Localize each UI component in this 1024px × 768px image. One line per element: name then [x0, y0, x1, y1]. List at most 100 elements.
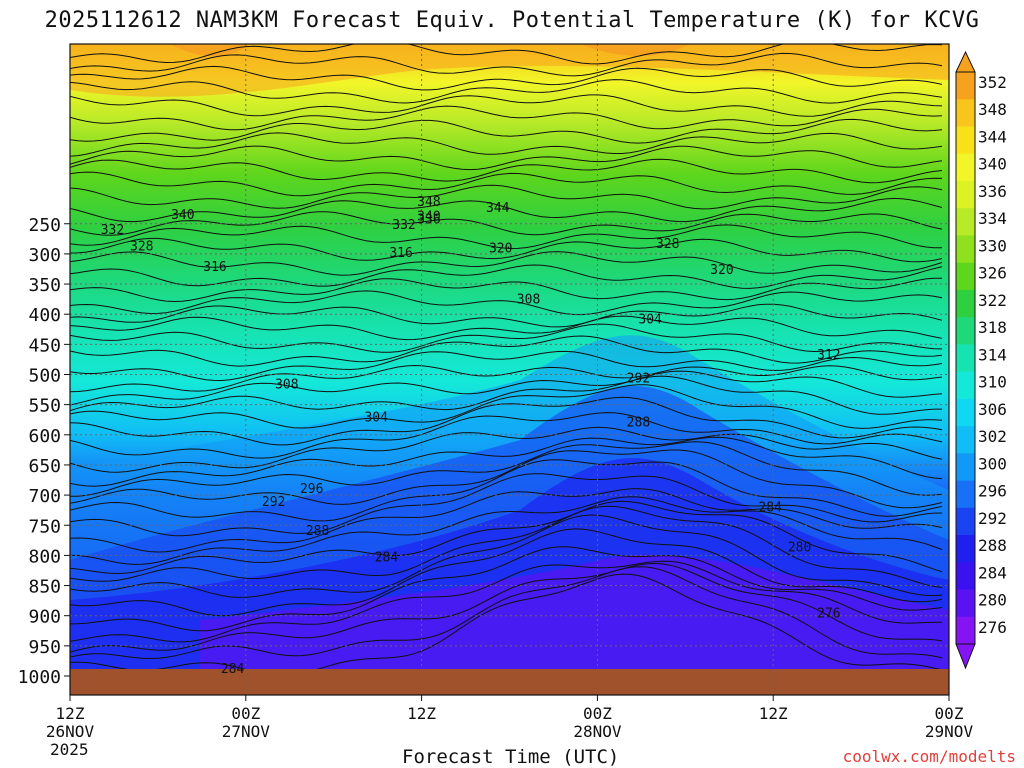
isoline: [70, 396, 943, 446]
x-tick-label: 00Z: [935, 704, 964, 723]
colorbar-label: 334: [978, 209, 1007, 228]
ground-bar: [70, 669, 949, 695]
isoline: [70, 375, 942, 415]
isoline: [70, 335, 943, 367]
colorbar-label: 288: [978, 536, 1007, 555]
colorbar-swatch: [956, 153, 975, 182]
isoline: [70, 79, 943, 104]
isoline: [70, 145, 943, 171]
colorbar-label: 322: [978, 291, 1007, 310]
isoline: [70, 449, 943, 509]
isoline: [70, 496, 943, 565]
colorbar-swatch: [956, 426, 975, 454]
x-tick-date: 29NOV: [925, 722, 974, 741]
colorbar-swatch: [956, 507, 975, 536]
y-tick-label: 850: [28, 577, 61, 598]
isoline: [70, 370, 943, 406]
year-label: 2025: [50, 740, 89, 759]
colorbar-swatch: [956, 371, 975, 400]
y-tick-label: 800: [28, 546, 61, 567]
isoline: [70, 184, 943, 210]
isoline: [70, 412, 943, 459]
chart-title: 2025112612 NAM3KM Forecast Equiv. Potent…: [44, 8, 980, 33]
colorbar-label: 310: [978, 373, 1007, 392]
y-tick-label: 450: [28, 335, 61, 356]
colorbar-label: 318: [978, 318, 1007, 337]
x-tick-label: 12Z: [759, 704, 788, 723]
colorbar-swatch: [956, 235, 975, 264]
isoline: [70, 566, 943, 660]
contour-label: 320: [489, 241, 512, 256]
colorbar-bottom-arrow: [955, 643, 976, 670]
x-tick-date: 28NOV: [573, 722, 622, 741]
colorbar-label: 306: [978, 400, 1007, 419]
contour-label: 316: [203, 260, 226, 275]
isoline: [70, 315, 943, 341]
y-tick-label: 650: [28, 456, 61, 477]
credit-link[interactable]: coolwx.com/modelts: [842, 747, 1016, 766]
colorbar-top-arrow: [955, 50, 976, 73]
colorbar-label: 326: [978, 264, 1007, 283]
contour-label: 292: [262, 495, 285, 510]
x-axis-title: Forecast Time (UTC): [402, 746, 620, 768]
colorbar-swatch: [956, 180, 975, 209]
colorbar-label: 330: [978, 236, 1007, 255]
colorbar-label: 352: [978, 73, 1007, 92]
x-tick-date: 27NOV: [222, 722, 271, 741]
isoline: [70, 459, 943, 522]
isoline: [70, 197, 943, 223]
colorbar-swatch: [956, 589, 975, 618]
isoline: [70, 251, 943, 276]
colorbar-frame: [955, 71, 976, 645]
colorbar-swatch: [956, 535, 975, 563]
colorbar-label: 300: [978, 454, 1007, 473]
colorbar-swatch: [956, 317, 975, 345]
isoline: [70, 384, 943, 429]
y-tick-label: 1000: [18, 667, 61, 688]
contour-label: 284: [375, 551, 399, 566]
contour-label: 288: [306, 524, 329, 539]
contour-label: 284: [759, 501, 783, 516]
contour-label: 304: [638, 312, 662, 327]
contour-label: 328: [130, 239, 153, 254]
isoline: [70, 573, 943, 677]
grid: [70, 44, 949, 695]
isoline: [70, 500, 943, 575]
contour-label: 344: [486, 201, 510, 216]
y-tick-label: 550: [28, 396, 61, 417]
colorbar-label: 340: [978, 155, 1007, 174]
isoline: [70, 132, 943, 157]
colorbar-label: 280: [978, 591, 1007, 610]
contour-label: 332: [392, 218, 415, 233]
colorbar-swatch: [956, 616, 975, 645]
isoline: [70, 441, 943, 497]
contour-label: 340: [171, 208, 194, 223]
colorbar-swatch: [956, 262, 975, 291]
isoline: [70, 514, 943, 598]
isoline: [70, 290, 943, 316]
y-tick-label: 750: [28, 516, 61, 537]
isoline: [70, 546, 943, 632]
contour-label: 348: [417, 195, 440, 210]
colorbar-swatch: [956, 289, 975, 318]
isoline: [70, 105, 943, 131]
isoline: [70, 44, 943, 65]
colorbar-swatch: [956, 562, 975, 591]
colorbar-swatch: [956, 99, 975, 127]
contour-label: 308: [517, 293, 540, 308]
colorbar-label: 314: [978, 345, 1007, 364]
y-tick-label: 300: [28, 245, 61, 266]
colorbar-label: 284: [978, 563, 1007, 582]
y-tick-label: 700: [28, 486, 61, 507]
isoline: [70, 436, 943, 487]
contour-label: 340: [417, 209, 440, 224]
colorbar-label: 302: [978, 427, 1007, 446]
y-tick-label: 250: [28, 215, 61, 236]
contour-field: [70, 44, 949, 695]
isoline: [70, 158, 943, 184]
isoline: [70, 211, 943, 236]
colorbar-swatch: [956, 126, 975, 155]
x-tick-label: 12Z: [407, 704, 436, 723]
contour-label: 288: [627, 416, 650, 431]
